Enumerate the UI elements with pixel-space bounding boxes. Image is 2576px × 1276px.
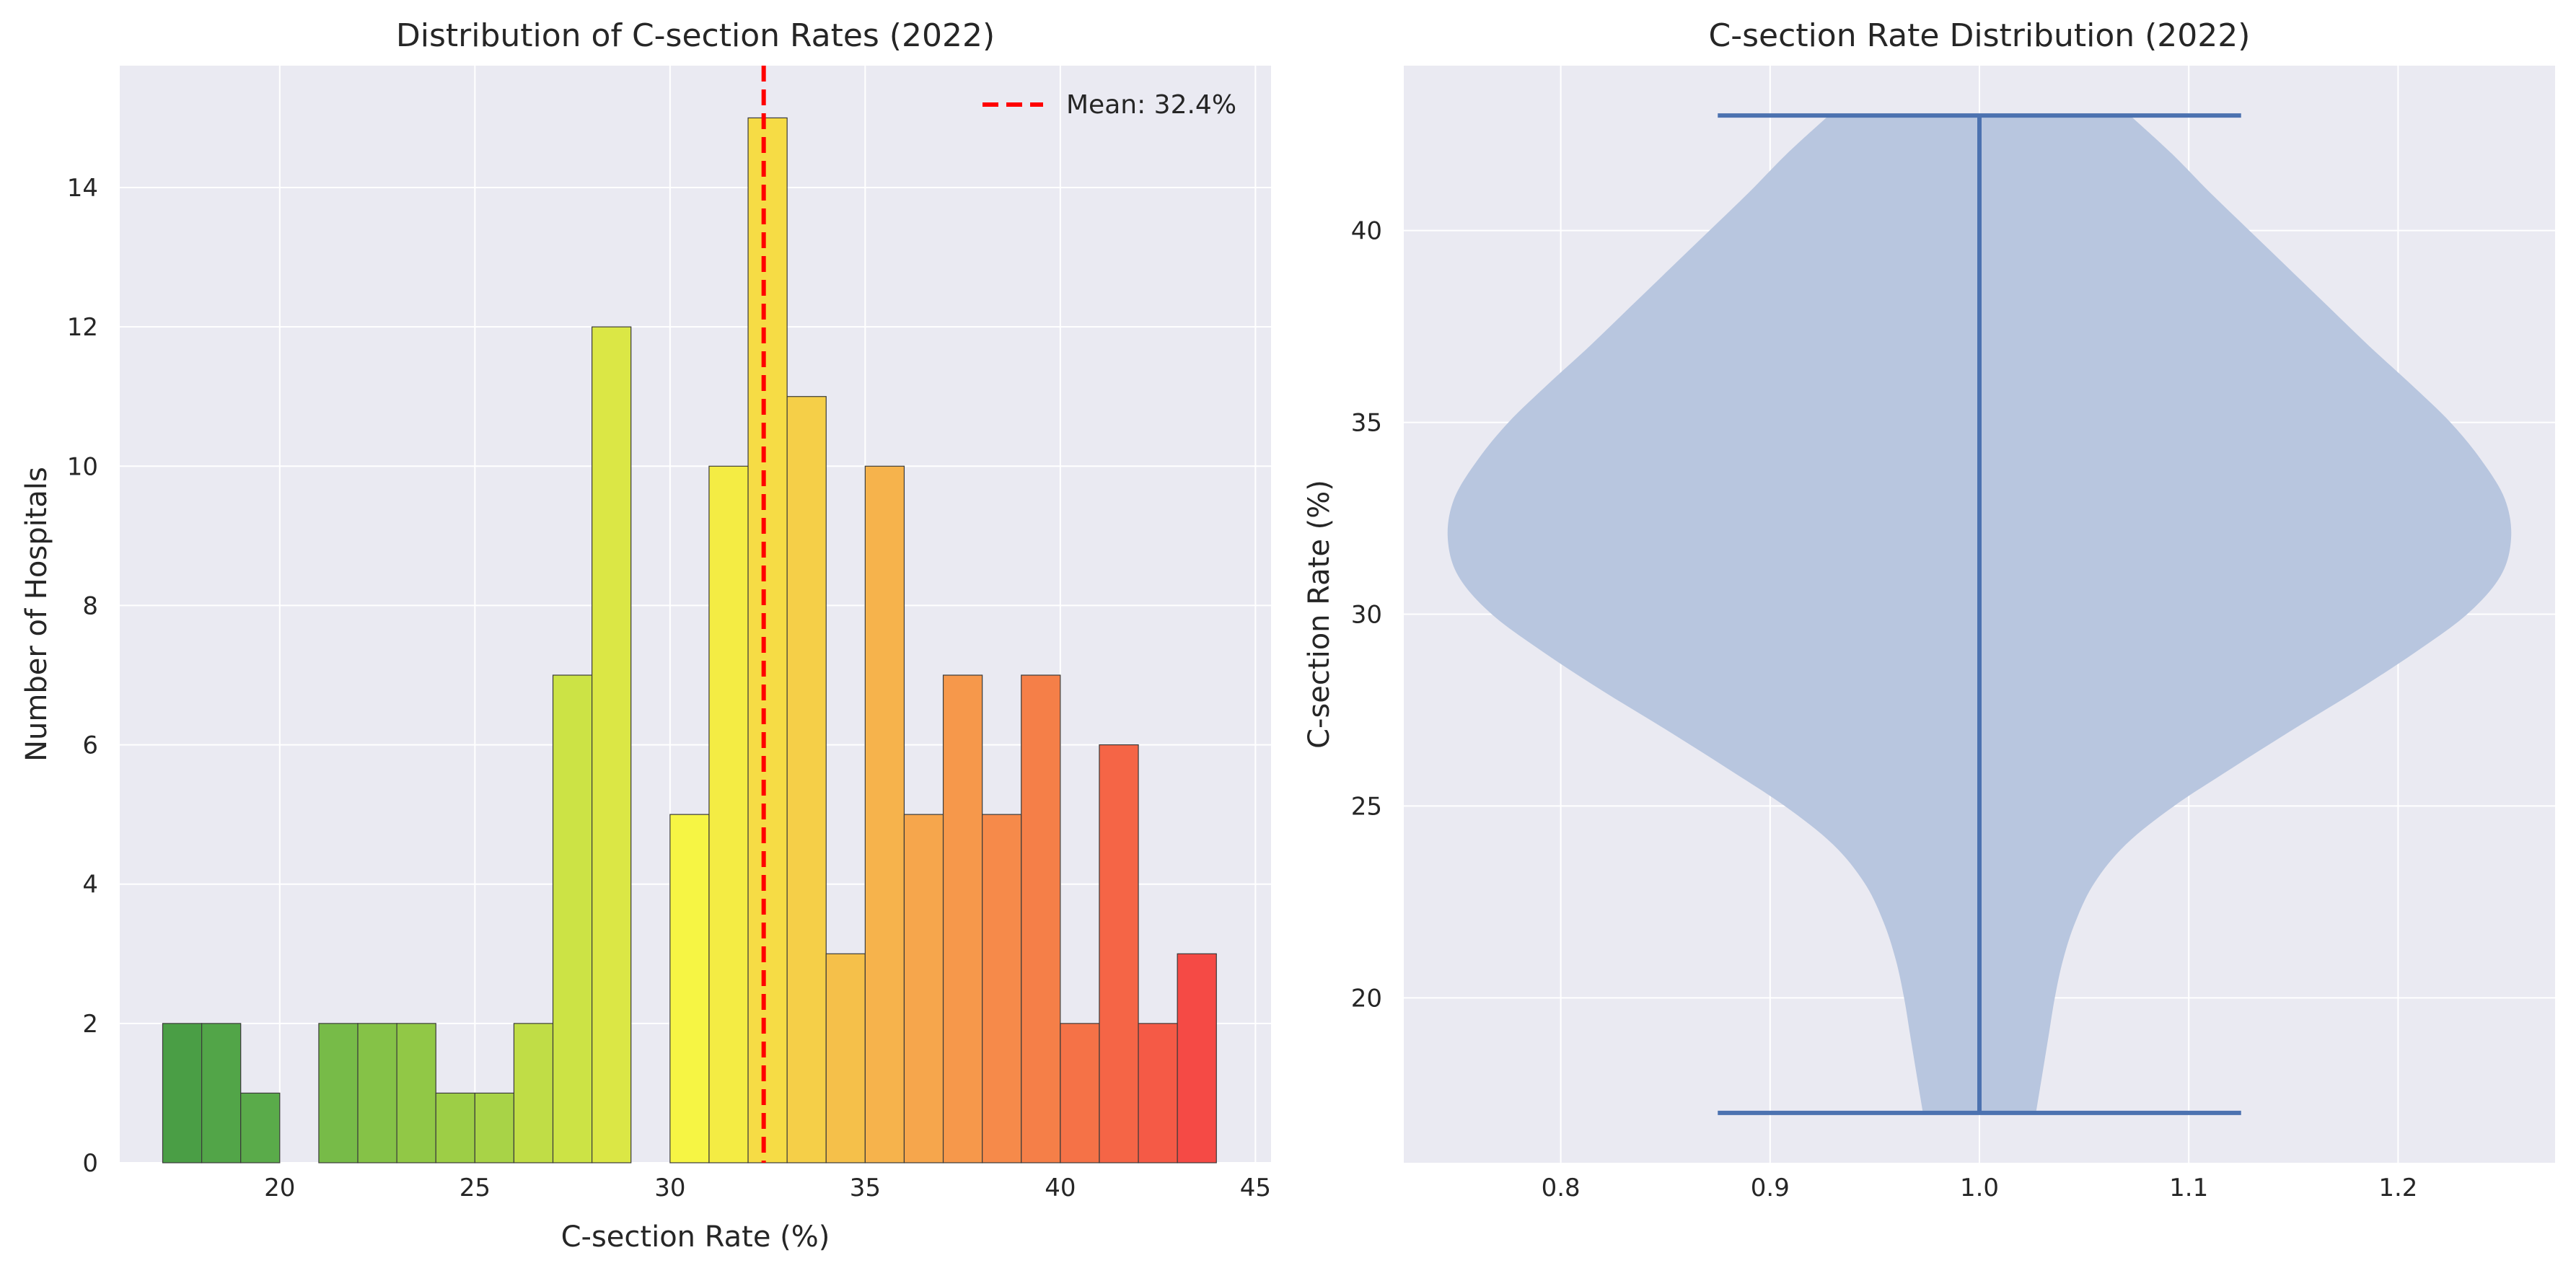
histogram-y-axis-label: Number of Hospitals xyxy=(20,467,53,762)
histogram-bar xyxy=(552,674,593,1163)
histogram-y-ticks: 0 2 4 6 8 10 12 14 xyxy=(67,174,98,1178)
histogram-legend: Mean: 32.4% xyxy=(983,90,1236,120)
violin-y-tick-label: 25 xyxy=(1351,792,1382,821)
violin-title: C-section Rate Distribution (2022) xyxy=(1709,17,2251,54)
histogram-title: Distribution of C-section Rates (2022) xyxy=(396,17,995,54)
violin-x-tick-label: 1.0 xyxy=(1960,1174,1999,1202)
histogram-bar xyxy=(474,1092,515,1163)
violin-x-tick-label: 0.8 xyxy=(1542,1174,1581,1202)
histogram-panel: 20 25 30 35 40 45 0 2 4 6 8 10 12 14 Distribution of… xyxy=(20,17,1271,1254)
histogram-bar xyxy=(1138,1023,1178,1163)
violin-x-ticks: 0.8 0.9 1.0 1.1 1.2 xyxy=(1542,1174,2418,1202)
histogram-x-tick-label: 20 xyxy=(264,1174,295,1202)
histogram-bar xyxy=(786,396,827,1163)
violin-x-tick-label: 1.2 xyxy=(2378,1174,2417,1202)
histogram-bar xyxy=(162,1023,203,1163)
histogram-y-tick-label: 0 xyxy=(82,1149,98,1178)
violin-x-tick-label: 0.9 xyxy=(1751,1174,1790,1202)
histogram-bar xyxy=(825,953,866,1163)
histogram-bar xyxy=(396,1023,436,1163)
histogram-y-tick-label: 10 xyxy=(67,452,98,481)
histogram-bar xyxy=(240,1092,281,1163)
histogram-gridlines xyxy=(120,66,1271,1163)
histogram-x-axis-label: C-section Rate (%) xyxy=(561,1220,830,1254)
violin-y-tick-label: 40 xyxy=(1351,217,1382,246)
histogram-bar xyxy=(592,326,632,1163)
histogram-x-tick-label: 35 xyxy=(850,1174,881,1202)
histogram-y-tick-label: 6 xyxy=(82,731,98,760)
histogram-bar xyxy=(435,1092,475,1163)
histogram-bar xyxy=(201,1023,242,1163)
histogram-bars xyxy=(162,117,1217,1163)
violin-y-ticks: 20 25 30 35 40 xyxy=(1351,217,1382,1013)
histogram-bar xyxy=(903,814,944,1163)
histogram-bar xyxy=(982,814,1022,1163)
histogram-x-tick-label: 40 xyxy=(1045,1174,1076,1202)
histogram-bar xyxy=(669,814,710,1163)
histogram-x-tick-label: 25 xyxy=(460,1174,491,1202)
violin-panel: 0.8 0.9 1.0 1.1 1.2 20 25 30 35 40 C-section Rat… xyxy=(1303,17,2555,1202)
histogram-bar xyxy=(1021,674,1061,1163)
histogram-y-tick-label: 14 xyxy=(67,174,98,203)
histogram-x-tick-label: 45 xyxy=(1240,1174,1271,1202)
histogram-bar xyxy=(864,465,905,1163)
histogram-bar xyxy=(708,465,749,1163)
histogram-bar xyxy=(1060,1023,1100,1163)
legend-mean-label: Mean: 32.4% xyxy=(1066,90,1236,120)
histogram-y-tick-label: 2 xyxy=(82,1010,98,1039)
histogram-y-tick-label: 12 xyxy=(67,313,98,342)
histogram-bar xyxy=(357,1023,397,1163)
histogram-x-tick-label: 30 xyxy=(654,1174,685,1202)
violin-y-axis-label: C-section Rate (%) xyxy=(1303,480,1336,749)
histogram-x-ticks: 20 25 30 35 40 45 xyxy=(264,1174,1271,1202)
violin-y-tick-label: 30 xyxy=(1351,601,1382,630)
histogram-y-tick-label: 4 xyxy=(82,871,98,899)
histogram-bar xyxy=(1099,744,1139,1163)
histogram-bar xyxy=(942,674,983,1163)
histogram-bar xyxy=(747,117,788,1163)
histogram-bar xyxy=(318,1023,359,1163)
histogram-bar xyxy=(513,1023,554,1163)
violin-x-tick-label: 1.1 xyxy=(2169,1174,2208,1202)
violin-y-tick-label: 35 xyxy=(1351,409,1382,438)
violin-y-tick-label: 20 xyxy=(1351,984,1382,1013)
histogram-bar xyxy=(1177,953,1217,1163)
histogram-y-tick-label: 8 xyxy=(82,591,98,620)
